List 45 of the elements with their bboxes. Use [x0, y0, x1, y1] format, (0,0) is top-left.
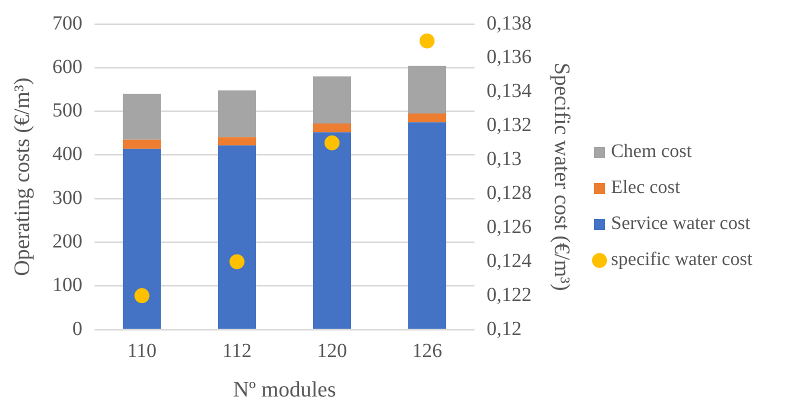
- y-tick-label: 300: [52, 186, 82, 209]
- y-tick-label: 600: [52, 56, 82, 78]
- bar: [313, 124, 352, 132]
- y-tick-label: 0: [72, 318, 82, 340]
- y-tick-label: 400: [52, 143, 82, 166]
- y-axis-title: Operating costs (€/m³): [8, 78, 34, 276]
- y2-axis-title: Specific water cost (€/m³): [550, 62, 576, 291]
- bar: [218, 145, 256, 329]
- y2-tick-label: 0,126: [486, 216, 532, 238]
- y2-tick-label: 0,136: [486, 46, 532, 68]
- x-axis-title: Nº modules: [233, 376, 336, 402]
- y-tick-label: 100: [52, 274, 82, 296]
- bar: [313, 132, 352, 329]
- y2-tick-label: 0,138: [486, 12, 532, 34]
- y2-tick-label: 0,122: [486, 284, 532, 306]
- bar: [122, 148, 161, 329]
- bar: [408, 122, 446, 329]
- y2-tick-label: 0,134: [486, 80, 532, 102]
- bar: [122, 94, 161, 140]
- y2-tick-label: 0,124: [486, 250, 532, 272]
- x-tick-label: 126: [412, 340, 442, 362]
- x-tick-label: 120: [317, 340, 348, 362]
- legend-label: specific water cost: [611, 249, 752, 271]
- x-tick-label: 110: [127, 340, 157, 362]
- point: [229, 254, 244, 270]
- y2-tick-label: 0,132: [486, 114, 532, 136]
- y-tick-label: 500: [52, 100, 82, 122]
- bar: [408, 113, 446, 122]
- y2-tick-label: 0,128: [486, 182, 532, 204]
- bar: [218, 90, 256, 138]
- legend-label: Elec cost: [611, 177, 680, 199]
- x-tick-label: 112: [222, 340, 252, 362]
- bar: [313, 76, 352, 124]
- point: [324, 135, 340, 150]
- y-tick-label: 200: [52, 230, 82, 253]
- y-tick-label: 700: [52, 12, 82, 34]
- bar: [408, 66, 446, 114]
- legend-label: Chem cost: [611, 141, 692, 163]
- y2-tick-label: 0,12: [486, 318, 522, 340]
- bar: [218, 137, 256, 146]
- bar: [122, 140, 161, 149]
- legend-label: Service water cost: [611, 213, 750, 235]
- y2-tick-label: 0,13: [486, 148, 522, 170]
- point: [420, 33, 435, 48]
- point: [134, 288, 150, 304]
